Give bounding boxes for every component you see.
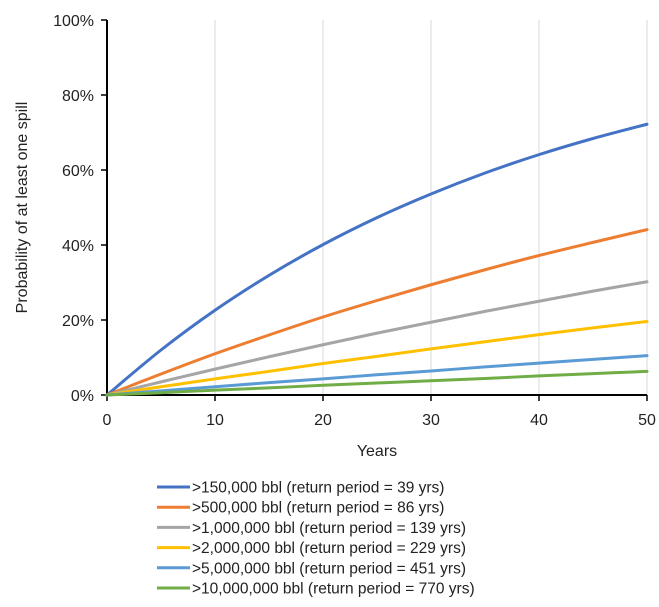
series-line-3	[105, 280, 649, 397]
y-tick-label: 80%	[62, 88, 94, 105]
legend-label-6: >10,000,000 bbl (return period = 770 yrs…	[192, 581, 475, 598]
y-tick-label: 20%	[62, 313, 94, 330]
gridlines	[214, 20, 648, 395]
legend: >150,000 bbl (return period = 39 yrs) >50…	[157, 480, 475, 598]
y-axis-title: Probability of at least one spill	[14, 102, 31, 314]
legend-label-5: >5,000,000 bbl (return period = 451 yrs)	[192, 560, 466, 577]
legend-label-4: >2,000,000 bbl (return period = 229 yrs)	[192, 540, 466, 557]
series-lines	[105, 122, 649, 397]
series-line-4	[105, 320, 649, 397]
x-axis-title: Years	[357, 443, 397, 460]
axes	[101, 19, 648, 401]
x-tick-label: 50	[638, 412, 656, 429]
y-tick-label: 100%	[53, 13, 94, 30]
y-tick-label: 0%	[71, 388, 94, 405]
y-tick-label: 60%	[62, 163, 94, 180]
legend-label-3: >1,000,000 bbl (return period = 139 yrs)	[192, 520, 466, 537]
tick-labels: 0% 20% 40% 60% 80% 100% 0 10 20 30 40 50	[53, 13, 656, 429]
series-line-6	[105, 369, 649, 397]
y-tick-label: 40%	[62, 238, 94, 255]
series-line-1	[105, 122, 649, 397]
legend-label-2: >500,000 bbl (return period = 86 yrs)	[192, 500, 444, 517]
x-tick-label: 10	[206, 412, 224, 429]
series-line-5	[105, 354, 649, 397]
x-tick-label: 40	[530, 412, 548, 429]
series-line-2	[105, 228, 649, 397]
x-tick-label: 0	[103, 412, 112, 429]
x-tick-label: 20	[314, 412, 332, 429]
x-tick-label: 30	[422, 412, 440, 429]
legend-label-1: >150,000 bbl (return period = 39 yrs)	[192, 480, 444, 497]
